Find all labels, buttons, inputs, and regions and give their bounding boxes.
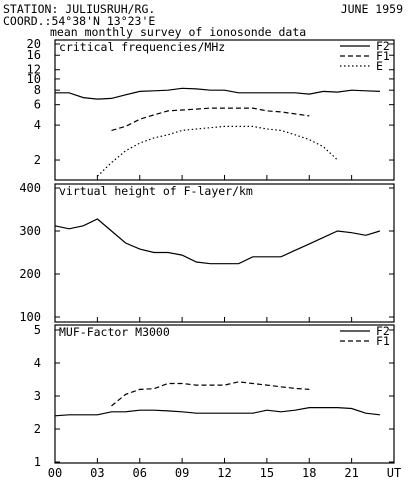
y-tick-label: 8 [34, 83, 41, 97]
panel-frame [54, 183, 395, 323]
chart-subtitle: mean monthly survey of ionosonde data [50, 25, 306, 39]
legend-label: F1 [376, 334, 390, 348]
y-tick-label: 6 [34, 98, 41, 112]
legend-label: F1 [376, 49, 390, 63]
x-tick-label: 12 [217, 466, 231, 480]
y-tick-label: 4 [34, 356, 41, 370]
y-tick-label: 200 [19, 267, 41, 281]
y-tick-label: 1 [34, 455, 41, 469]
legend-label: F2 [376, 324, 390, 338]
x-tick-label: 00 [48, 466, 62, 480]
critical-frequencies-title: critical frequencies/MHz [59, 40, 225, 54]
y-tick-label: 12 [27, 63, 41, 77]
x-tick-label: 15 [260, 466, 274, 480]
virtual-height-title: virtual height of F-layer/km [59, 184, 253, 198]
series-line [54, 218, 381, 265]
e-series-line [96, 125, 338, 177]
x-axis: 00 03 06 09 12 15 18 21 UT [48, 466, 401, 480]
date-label: JUNE 1959 [341, 2, 403, 16]
y-tick-label: 2 [34, 153, 41, 167]
f1-series-line [111, 107, 310, 131]
y-tick-label: 3 [34, 389, 41, 403]
y-tick-label: 20 [27, 37, 41, 51]
y-tick-label: 2 [34, 422, 41, 436]
panel-frame [54, 39, 395, 181]
y-tick-label: 5 [34, 323, 41, 337]
panel-frame [54, 324, 395, 464]
y-tick-label: 300 [19, 224, 41, 238]
x-tick-label: 06 [133, 466, 147, 480]
virtual-height-panel: virtual height of F-layer/km 100 200 300 40… [19, 181, 395, 324]
f2-series-line [54, 407, 380, 417]
legend-label: F2 [376, 39, 390, 53]
muf-factor-title: MUF-Factor M3000 [59, 325, 170, 339]
x-tick-label: 18 [302, 466, 316, 480]
legend-label: E [376, 59, 383, 73]
f1-series-line [111, 381, 310, 407]
x-tick-label: UT [387, 466, 401, 480]
y-tick-label: 400 [19, 181, 41, 195]
x-tick-label: 09 [175, 466, 189, 480]
y-tick-label: 16 [27, 48, 41, 62]
x-tick-label: 03 [90, 466, 104, 480]
coord-label: COORD.:54°38'N 13°23'E [3, 14, 155, 28]
f2-series-line [55, 87, 380, 100]
y-tick-label: 4 [34, 118, 41, 132]
x-tick-label: 21 [344, 466, 358, 480]
y-tick-label: 10 [27, 72, 41, 86]
y-tick-label: 100 [19, 310, 41, 324]
station-label: STATION: JULIUSRUH/RG. [3, 2, 155, 16]
